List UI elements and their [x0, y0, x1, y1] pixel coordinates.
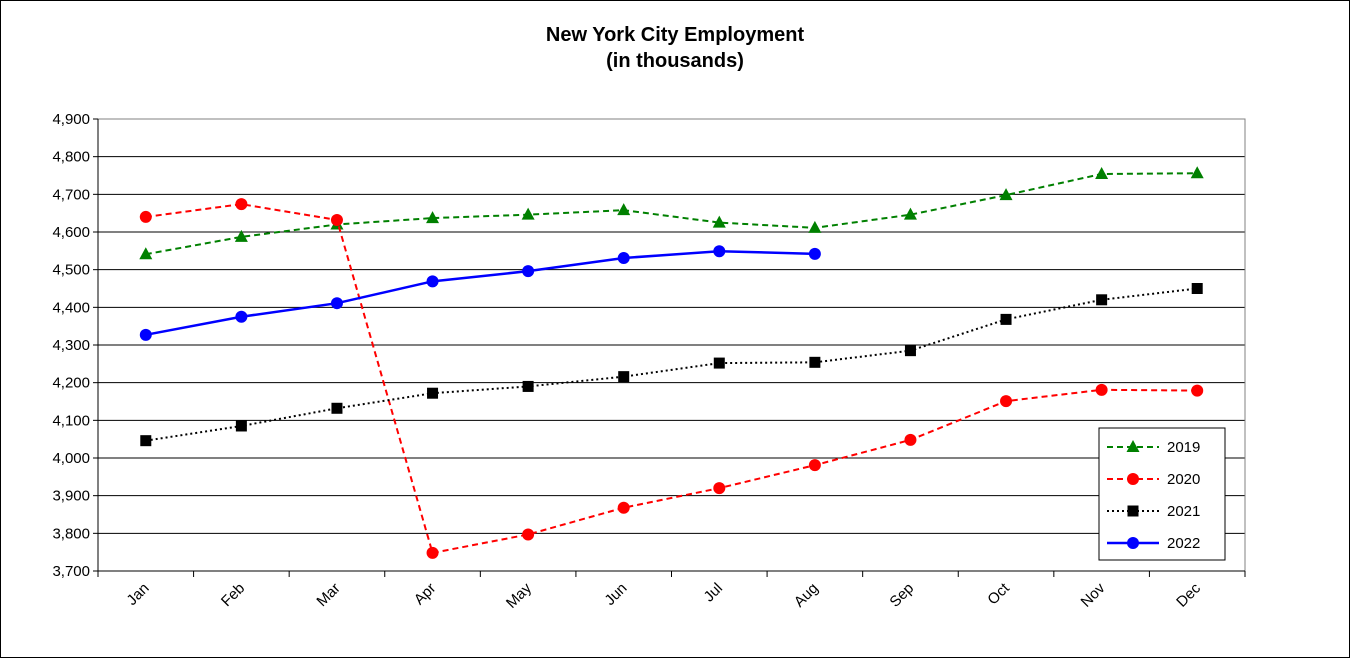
- legend-marker: [1127, 537, 1139, 549]
- data-point-2019: [1095, 166, 1109, 179]
- data-point-2019: [903, 207, 917, 220]
- data-point-2022: [235, 310, 248, 323]
- series-line-2020: [145, 203, 1198, 555]
- x-tick-label: Jan: [123, 580, 152, 609]
- data-point-2021: [427, 387, 439, 399]
- legend-marker: [1126, 440, 1140, 452]
- data-point-2019: [139, 247, 153, 260]
- data-point-2021: [331, 402, 343, 414]
- axes: 4,900 4,800 4,700 4,600 4,500 4,400 4,300 4,200…: [52, 111, 1246, 612]
- x-tick-label: Jun: [601, 580, 630, 609]
- y-tick-label: 3,800: [52, 525, 90, 542]
- data-point-2020: [904, 433, 917, 446]
- series-2022: [139, 245, 821, 341]
- chart-subtitle: (in thousands): [606, 50, 744, 72]
- x-tick-label: Oct: [984, 579, 1013, 608]
- x-tick-label: Sep: [886, 580, 917, 611]
- x-tick-label: Dec: [1173, 579, 1204, 610]
- data-point-2019: [234, 229, 248, 242]
- legend-marker: [1127, 473, 1139, 485]
- legend-label: 2022: [1167, 535, 1200, 552]
- y-tick-label: 4,400: [52, 299, 90, 316]
- data-point-2019: [1190, 166, 1204, 179]
- data-point-2021: [235, 420, 247, 432]
- series-line-2019: [145, 172, 1198, 256]
- series-2019: [139, 166, 1204, 260]
- data-point-2020: [330, 213, 343, 226]
- x-tick-label: Jul: [701, 580, 727, 606]
- x-tick-label: Mar: [313, 580, 343, 610]
- data-point-2019: [521, 207, 535, 220]
- y-tick-label: 3,900: [52, 488, 90, 505]
- data-point-2019: [712, 215, 726, 228]
- y-tick-label: 3,700: [52, 563, 90, 580]
- data-point-2021: [1096, 294, 1108, 306]
- y-tick-label: 4,100: [52, 412, 90, 429]
- data-point-2022: [139, 328, 152, 341]
- legend: 2019 2020 2021 2022: [1098, 427, 1226, 561]
- x-tick-label: Apr: [411, 580, 440, 609]
- y-tick-label: 4,500: [52, 262, 90, 279]
- legend-item-2020: 2020: [1107, 471, 1200, 488]
- series-line-2022: [145, 249, 815, 337]
- data-point-2021: [140, 435, 152, 447]
- chart-title: New York City Employment: [546, 24, 805, 46]
- x-tick-label: Nov: [1078, 579, 1109, 610]
- series-line-2021: [145, 287, 1198, 442]
- data-point-2020: [235, 198, 248, 211]
- data-point-2020: [1095, 383, 1108, 396]
- data-point-2022: [713, 245, 726, 258]
- data-point-2019: [999, 188, 1013, 201]
- series-2020: [139, 198, 1204, 559]
- data-point-2022: [808, 247, 821, 260]
- data-point-2022: [617, 251, 630, 264]
- series-2021: [140, 283, 1203, 447]
- legend-item-2021: 2021: [1107, 503, 1200, 520]
- data-point-2019: [617, 203, 631, 216]
- data-point-2020: [1000, 395, 1013, 408]
- data-point-2021: [809, 356, 821, 368]
- legend-item-2019: 2019: [1107, 439, 1200, 456]
- data-point-2021: [522, 380, 534, 392]
- y-tick-label: 4,700: [52, 186, 90, 203]
- y-tick-label: 4,300: [52, 337, 90, 354]
- legend-label: 2021: [1167, 503, 1200, 520]
- y-tick-label: 4,800: [52, 149, 90, 166]
- data-point-2020: [522, 528, 535, 541]
- data-point-2020: [808, 459, 821, 472]
- x-tick-label: Feb: [218, 580, 248, 610]
- data-point-2020: [426, 546, 439, 559]
- legend-label: 2019: [1167, 439, 1200, 456]
- y-tick-label: 4,000: [52, 450, 90, 467]
- y-tick-label: 4,900: [52, 111, 90, 128]
- data-point-2019: [426, 211, 440, 224]
- data-point-2020: [1191, 384, 1204, 397]
- x-tick-label: Aug: [791, 580, 822, 611]
- legend-marker: [1127, 505, 1139, 517]
- legend-item-2022: 2022: [1107, 535, 1200, 552]
- gridlines: [98, 156, 1245, 534]
- data-point-2021: [713, 357, 725, 369]
- series-layer: [139, 166, 1204, 559]
- y-tick-label: 4,200: [52, 375, 90, 392]
- data-point-2022: [426, 275, 439, 288]
- data-point-2021: [1000, 313, 1012, 325]
- data-point-2022: [522, 265, 535, 278]
- legend-box: [1098, 427, 1226, 561]
- data-point-2022: [330, 297, 343, 310]
- y-tick-label: 4,600: [52, 224, 90, 241]
- data-point-2021: [618, 371, 630, 383]
- data-point-2021: [904, 345, 916, 357]
- data-point-2020: [617, 501, 630, 514]
- legend-label: 2020: [1167, 471, 1200, 488]
- data-point-2020: [713, 482, 726, 495]
- data-point-2021: [1191, 283, 1203, 294]
- data-point-2019: [808, 220, 822, 233]
- data-point-2020: [139, 210, 152, 223]
- x-tick-label: May: [503, 579, 535, 611]
